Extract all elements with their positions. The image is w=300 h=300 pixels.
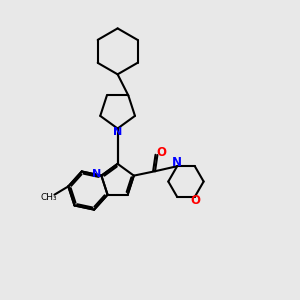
Text: O: O — [190, 194, 200, 208]
Text: CH₃: CH₃ — [41, 193, 57, 202]
Text: O: O — [156, 146, 166, 159]
Text: N: N — [92, 169, 101, 179]
Text: N: N — [172, 156, 182, 169]
Text: N: N — [113, 127, 122, 137]
